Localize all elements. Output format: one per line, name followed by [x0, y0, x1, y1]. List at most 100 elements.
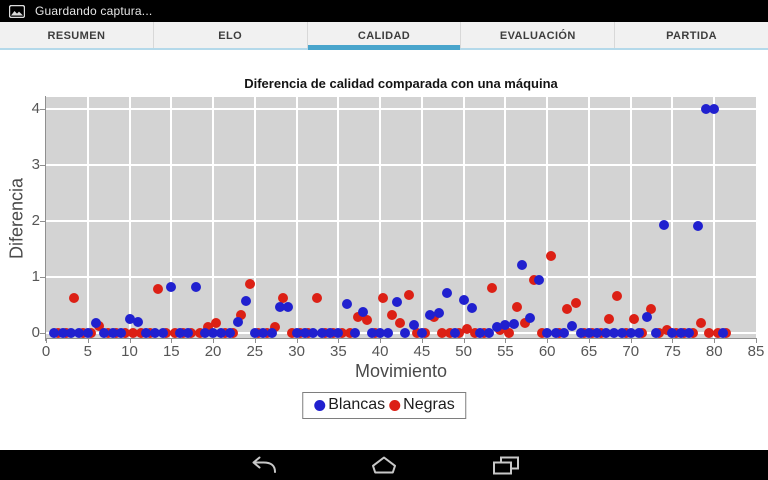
- data-point-blancas: [91, 317, 102, 328]
- gridline-h: [46, 276, 756, 278]
- data-point-blancas: [99, 328, 110, 338]
- recents-icon: [493, 456, 519, 474]
- data-point-negras: [211, 318, 222, 329]
- gridline-v: [253, 97, 256, 338]
- data-point-blancas: [441, 288, 452, 299]
- chart-title: Diferencia de calidad comparada con una …: [244, 76, 558, 91]
- data-point-blancas: [224, 328, 235, 338]
- data-point-negras: [311, 292, 322, 303]
- x-tick-label: 15: [162, 343, 180, 360]
- x-tick-label: 45: [413, 343, 431, 360]
- home-button[interactable]: [367, 453, 401, 477]
- data-point-blancas: [425, 310, 436, 321]
- data-point-blancas: [132, 316, 143, 327]
- data-point-blancas: [609, 328, 619, 338]
- recents-button[interactable]: [489, 453, 523, 477]
- x-tick-mark: [338, 339, 340, 343]
- blancas-dot-icon: [314, 399, 326, 411]
- data-point-blancas: [659, 219, 670, 230]
- data-point-blancas: [709, 104, 720, 114]
- navigation-bar: [0, 450, 768, 480]
- data-point-blancas: [492, 321, 503, 332]
- data-point-negras: [353, 311, 364, 322]
- tab-calidad[interactable]: CALIDAD: [306, 22, 461, 50]
- status-bar: Guardando captura...: [0, 0, 768, 22]
- gridline-h: [46, 164, 756, 166]
- data-point-blancas: [416, 328, 427, 338]
- data-point-negras: [537, 328, 548, 338]
- data-point-negras: [470, 328, 481, 338]
- data-point-negras: [436, 328, 447, 338]
- data-point-blancas: [258, 328, 269, 338]
- x-tick-label: 85: [747, 343, 765, 360]
- back-button[interactable]: [245, 453, 279, 477]
- screenshot-icon: [9, 4, 25, 18]
- data-point-negras: [461, 323, 472, 334]
- y-tick-label: 1: [31, 268, 40, 285]
- x-tick-mark: [129, 339, 131, 343]
- data-point-negras: [629, 314, 640, 324]
- y-tick-label: 3: [31, 156, 40, 173]
- data-point-blancas: [458, 294, 469, 305]
- x-tick-mark: [505, 339, 507, 343]
- data-point-blancas: [149, 328, 160, 338]
- data-point-negras: [645, 303, 656, 314]
- x-tick-mark: [714, 339, 716, 343]
- data-point-blancas: [684, 328, 695, 338]
- data-point-negras: [378, 293, 389, 304]
- data-point-negras: [662, 325, 673, 336]
- data-point-blancas: [625, 328, 636, 338]
- tab-partida[interactable]: PARTIDA: [614, 22, 768, 50]
- data-point-blancas: [341, 299, 352, 310]
- x-tick-label: 65: [580, 343, 598, 360]
- data-point-blancas: [617, 328, 628, 338]
- plot-area: [46, 97, 756, 338]
- x-tick-label: 75: [664, 343, 681, 360]
- x-tick-mark: [630, 339, 632, 343]
- data-point-blancas: [550, 328, 561, 338]
- data-point-negras: [704, 328, 715, 338]
- data-point-blancas: [233, 316, 244, 327]
- data-point-blancas: [74, 328, 85, 338]
- data-point-blancas: [191, 282, 202, 293]
- gridline-v: [462, 97, 465, 338]
- x-axis-label: Movimiento: [354, 361, 448, 381]
- data-point-blancas: [700, 104, 711, 114]
- data-point-blancas: [241, 296, 252, 307]
- data-point-blancas: [383, 328, 394, 338]
- x-tick-label: 25: [246, 343, 264, 360]
- data-point-blancas: [592, 328, 603, 338]
- x-tick-mark: [672, 339, 674, 343]
- data-point-negras: [269, 321, 280, 332]
- data-point-negras: [169, 328, 180, 338]
- data-point-blancas: [199, 328, 210, 338]
- tab-resumen[interactable]: RESUMEN: [47, 30, 106, 42]
- data-point-blancas: [116, 328, 127, 338]
- x-tick-label: 50: [455, 343, 472, 360]
- data-point-negras: [612, 291, 623, 302]
- gridline-v: [379, 97, 382, 338]
- data-point-blancas: [208, 328, 219, 338]
- data-point-blancas: [274, 301, 285, 312]
- tab-evaluacion[interactable]: EVALUACIÓN: [460, 22, 614, 50]
- data-point-blancas: [107, 328, 118, 338]
- data-point-blancas: [558, 328, 569, 338]
- x-tick-mark: [46, 339, 47, 343]
- x-tick-label: 20: [204, 343, 222, 360]
- data-point-blancas: [650, 328, 661, 338]
- gridline-v: [295, 97, 298, 338]
- data-point-negras: [503, 328, 514, 338]
- status-text: Guardando captura...: [35, 4, 153, 18]
- gridline-v: [504, 97, 507, 338]
- tab-elo[interactable]: ELO: [152, 22, 307, 50]
- data-point-blancas: [517, 260, 528, 271]
- data-point-blancas: [174, 328, 185, 338]
- data-point-blancas: [433, 308, 444, 319]
- y-tick-mark: [40, 221, 45, 222]
- data-point-blancas: [249, 328, 260, 338]
- x-tick-mark: [421, 339, 423, 343]
- x-tick-label: 0: [41, 343, 51, 360]
- gridline-v: [128, 97, 131, 338]
- x-tick-mark: [171, 339, 173, 343]
